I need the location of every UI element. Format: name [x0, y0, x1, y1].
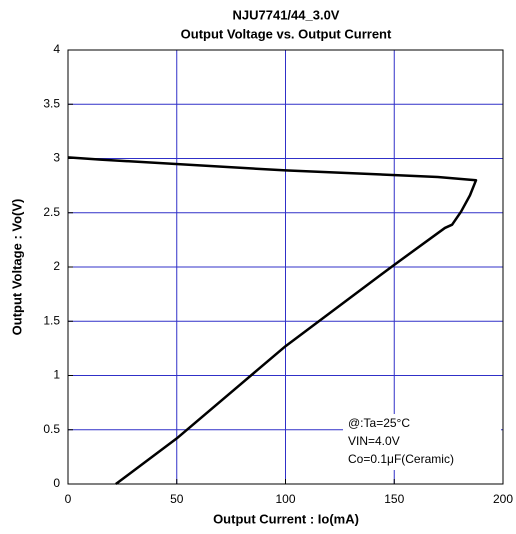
x-tick-label: 200	[493, 492, 513, 506]
annotation: Co=0.1μF(Ceramic)	[348, 452, 454, 466]
y-axis-label: Output Voltage : Vo(V)	[9, 199, 24, 336]
y-tick-label: 1.5	[43, 313, 60, 327]
annotation: VIN=4.0V	[348, 434, 400, 448]
y-tick-label: 3.5	[43, 96, 60, 110]
y-tick-label: 1	[53, 368, 60, 382]
data-line	[67, 156, 478, 486]
y-tick-label: 0	[53, 476, 60, 490]
annotation-box	[343, 414, 501, 470]
x-tick-label: 150	[384, 492, 404, 506]
chart-subtitle: Output Voltage vs. Output Current	[181, 26, 392, 41]
x-tick-label: 100	[275, 492, 295, 506]
annotation: @:Ta=25°C	[348, 416, 410, 430]
chart-title: NJU7741/44_3.0V	[233, 7, 340, 22]
y-tick-label: 2	[53, 259, 60, 273]
y-tick-label: 2.5	[43, 205, 60, 219]
x-axis-label: Output Current : Io(mA)	[213, 511, 359, 526]
y-tick-label: 0.5	[43, 422, 60, 436]
x-tick-label: 0	[65, 492, 72, 506]
y-tick-label: 3	[53, 151, 60, 165]
y-tick-label: 4	[53, 42, 60, 56]
x-tick-label: 50	[170, 492, 184, 506]
plot-frame	[67, 49, 504, 485]
